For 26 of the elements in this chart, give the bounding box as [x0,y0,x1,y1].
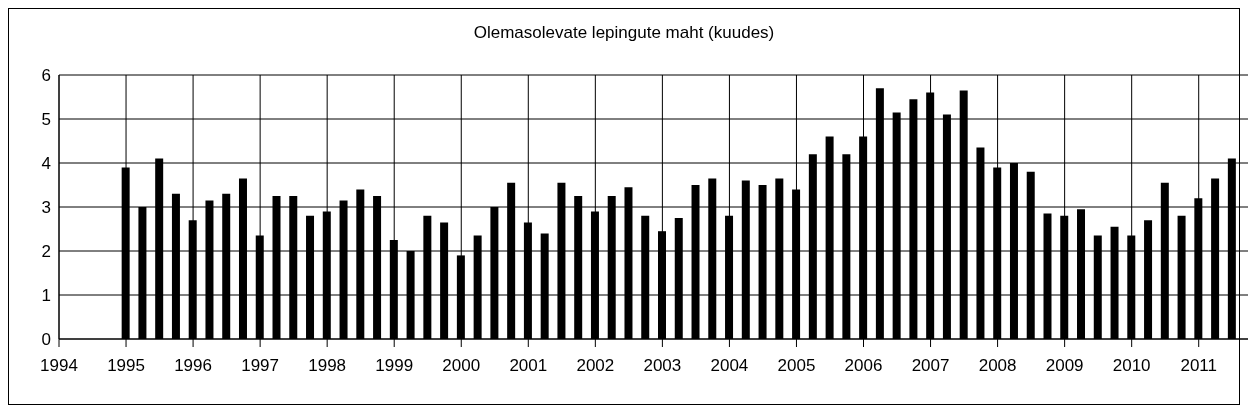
y-tick-label: 6 [41,66,51,86]
chart-title: Olemasolevate lepingute maht (kuudes) [472,23,776,43]
x-tick-label: 2008 [978,356,1017,376]
y-tick-label: 4 [41,154,51,174]
y-tick-label: 5 [41,110,51,130]
x-tick-label: 2006 [844,356,883,376]
y-tick-label: 2 [41,242,51,262]
x-tick-label: 1995 [107,356,145,376]
x-tick-label: 1999 [375,356,414,376]
x-tick-label: 2004 [710,356,749,376]
x-tick-label: 1997 [241,356,280,376]
x-tick-label: 2002 [576,356,615,376]
x-tick-label: 2000 [442,356,481,376]
y-tick-label: 1 [41,286,51,306]
x-tick-label: 1994 [40,356,78,376]
x-tick-label: 2003 [643,356,682,376]
x-tick-label: 2011 [1180,356,1217,376]
y-tick-label: 3 [41,198,51,218]
x-tick-label: 1998 [308,356,347,376]
x-tick-label: 2001 [509,356,548,376]
x-tick-label: 2005 [777,356,816,376]
y-tick-label: 0 [41,330,51,350]
x-tick-label: 2007 [911,356,950,376]
x-tick-label: 1996 [174,356,212,376]
x-tick-label: 2009 [1045,356,1084,376]
x-tick-label: 2010 [1112,356,1151,376]
